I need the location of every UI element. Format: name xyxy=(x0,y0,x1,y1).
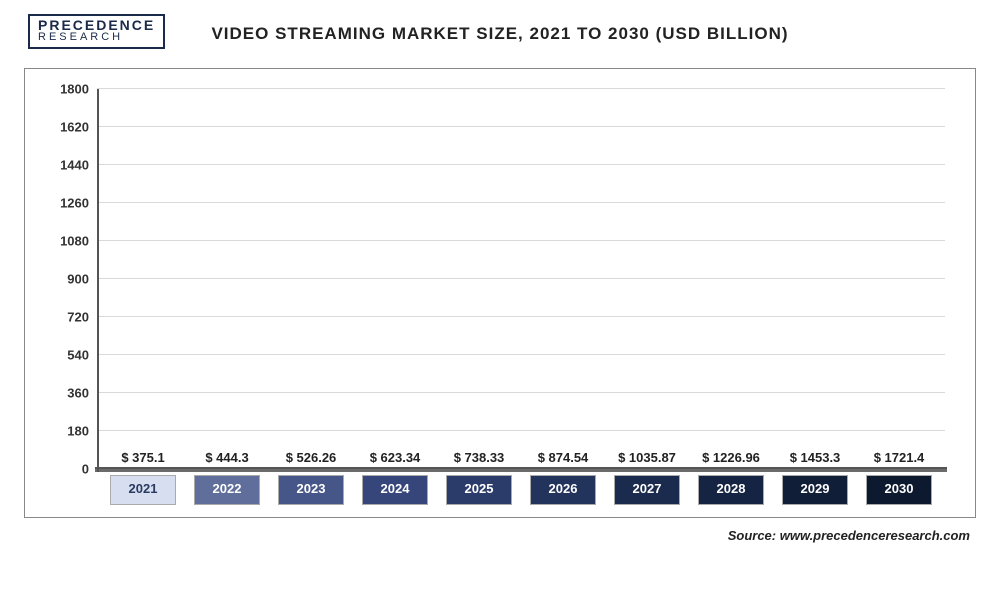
y-tick-label: 0 xyxy=(82,462,89,477)
y-tick-label: 900 xyxy=(67,272,89,287)
x-tick-label: 2022 xyxy=(194,475,260,505)
x-tick-label: 2029 xyxy=(782,475,848,505)
x-tick-label: 2028 xyxy=(698,475,764,505)
y-tick-label: 540 xyxy=(67,348,89,363)
bar-value-label: $ 526.26 xyxy=(286,450,337,465)
bar-value-label: $ 444.3 xyxy=(205,450,248,465)
bar-value-label: $ 874.54 xyxy=(538,450,589,465)
bar-column: $ 1721.4 xyxy=(863,450,935,469)
x-tick-label: 2026 xyxy=(530,475,596,505)
x-tick-label: 2030 xyxy=(866,475,932,505)
source-attribution: Source: www.precedenceresearch.com xyxy=(24,528,976,543)
y-tick-label: 720 xyxy=(67,310,89,325)
bar-value-label: $ 1453.3 xyxy=(790,450,841,465)
x-tick-label: 2023 xyxy=(278,475,344,505)
x-tick-label: 2027 xyxy=(614,475,680,505)
bar-column: $ 444.3 xyxy=(191,450,263,469)
bar-value-label: $ 1226.96 xyxy=(702,450,760,465)
logo-text-top: PRECEDENCE xyxy=(38,18,155,32)
plot-area: 018036054072090010801260144016201800$ 37… xyxy=(97,89,945,469)
bar-value-label: $ 375.1 xyxy=(121,450,164,465)
bar-value-label: $ 738.33 xyxy=(454,450,505,465)
brand-logo: PRECEDENCE RESEARCH xyxy=(28,14,165,49)
bar-column: $ 1035.87 xyxy=(611,450,683,469)
x-tick-label: 2024 xyxy=(362,475,428,505)
x-axis-labels: 2021 2022 2023 2024 2025 2026 2027 2028 2029 2030 xyxy=(97,475,945,505)
y-tick-label: 180 xyxy=(67,424,89,439)
bar-value-label: $ 623.34 xyxy=(370,450,421,465)
y-tick-label: 1620 xyxy=(60,120,89,135)
y-tick-label: 1080 xyxy=(60,234,89,249)
x-tick-label: 2021 xyxy=(110,475,176,505)
x-tick-label: 2025 xyxy=(446,475,512,505)
bar-column: $ 738.33 xyxy=(443,450,515,469)
y-tick-label: 1440 xyxy=(60,158,89,173)
y-tick-label: 1800 xyxy=(60,82,89,97)
bar-column: $ 1226.96 xyxy=(695,450,767,469)
chart-container: 0 180 360 540 720 900 1080 1260 1440 1620 1800 $ 37… xyxy=(24,68,976,518)
bar-column: $ 1453.3 xyxy=(779,450,851,469)
y-tick-label: 1260 xyxy=(60,196,89,211)
bar-column: $ 526.26 xyxy=(275,450,347,469)
bar-column: $ 375.1 xyxy=(107,450,179,469)
bar-value-label: $ 1721.4 xyxy=(874,450,925,465)
bar-value-label: $ 1035.87 xyxy=(618,450,676,465)
logo-text-bottom: RESEARCH xyxy=(38,32,155,43)
bar-column: $ 623.34 xyxy=(359,450,431,469)
bar-column: $ 874.54 xyxy=(527,450,599,469)
y-tick-label: 360 xyxy=(67,386,89,401)
chart-title: VIDEO STREAMING MARKET SIZE, 2021 TO 203… xyxy=(24,24,976,44)
bars-group: $ 375.1 $ 444.3 $ 526.26 $ 623.34 $ 738.33 $ … xyxy=(97,89,945,469)
